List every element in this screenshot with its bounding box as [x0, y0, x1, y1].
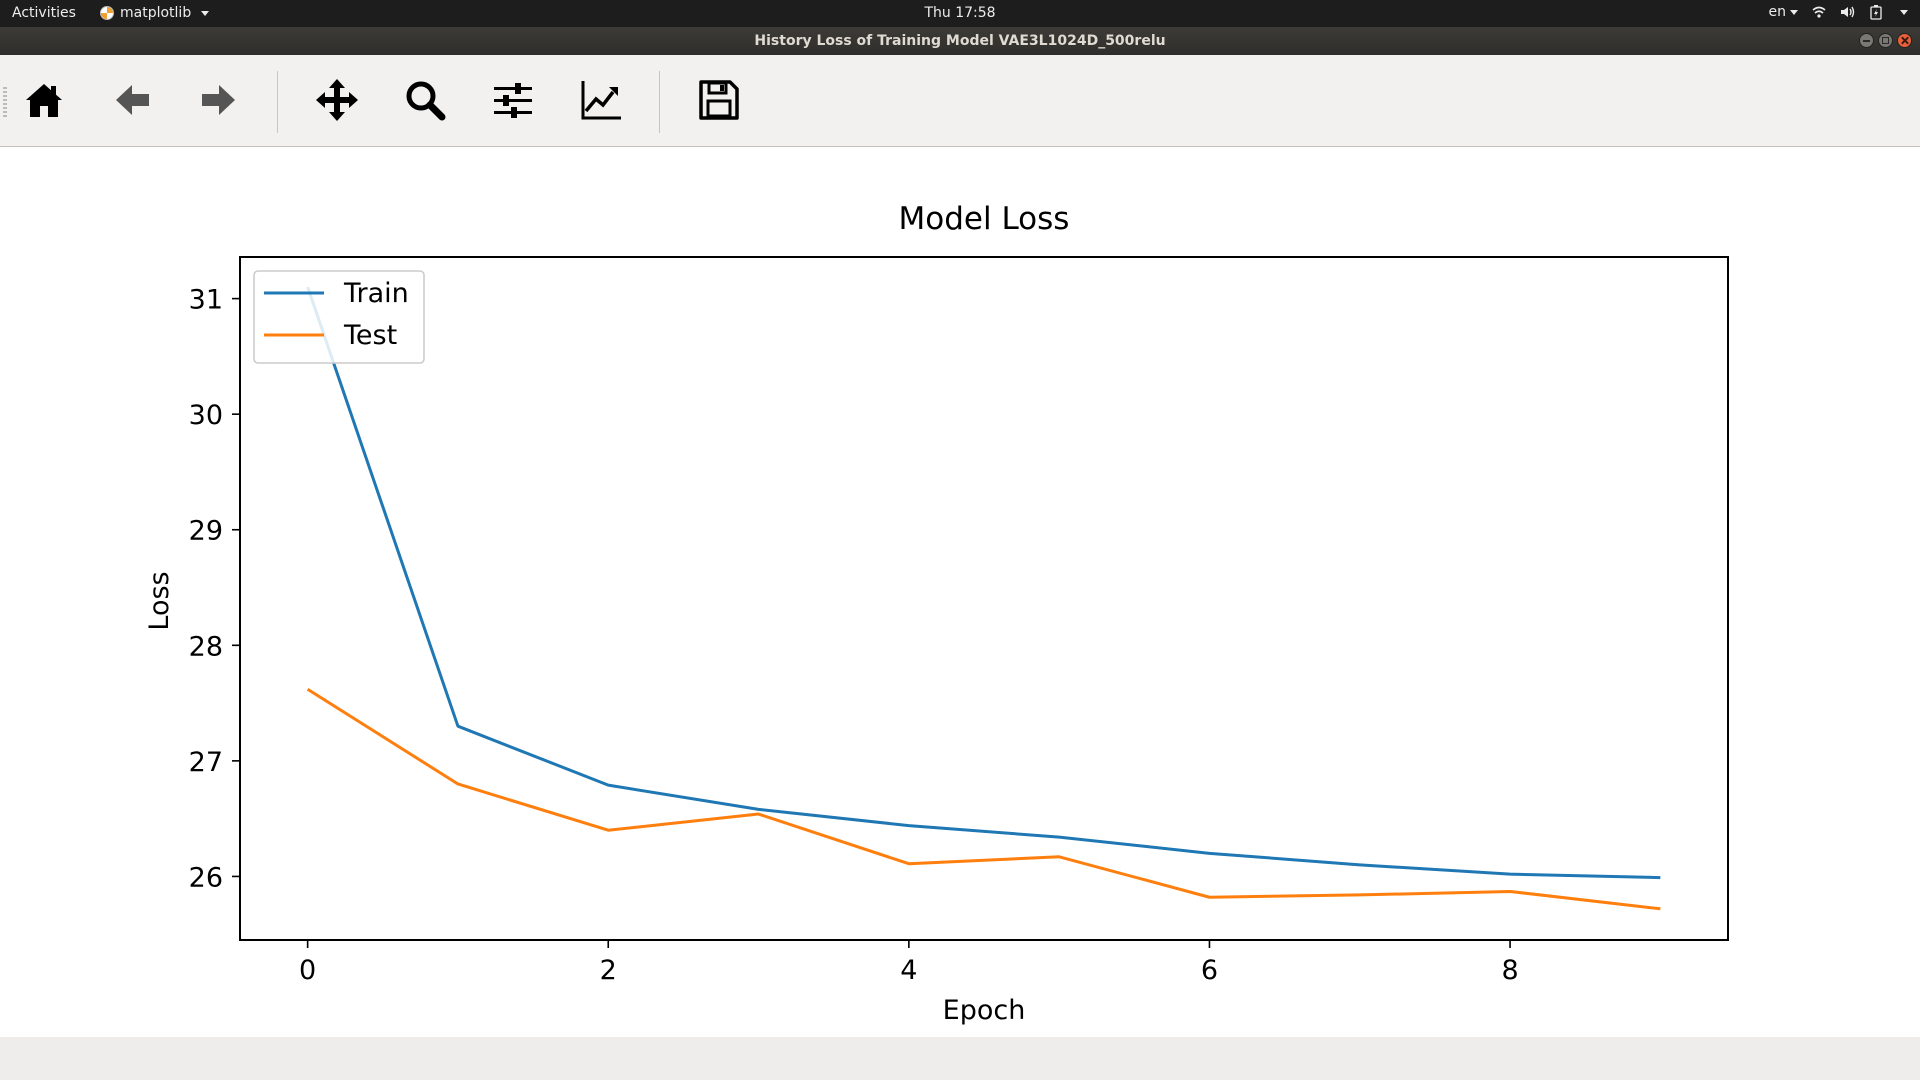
matplotlib-app-icon	[100, 6, 114, 20]
save-button[interactable]	[690, 71, 748, 129]
configure-subplots-button[interactable]	[484, 71, 542, 129]
x-axis-label: Epoch	[943, 995, 1026, 1026]
app-menu[interactable]: matplotlib	[100, 5, 210, 21]
clock[interactable]: Thu 17:58	[924, 5, 996, 21]
status-bar	[0, 1037, 1920, 1080]
arrow-right-icon	[202, 85, 235, 115]
toolbar-separator	[277, 71, 278, 133]
chevron-down-icon	[201, 10, 210, 16]
x-tick-label: 2	[600, 955, 617, 986]
y-tick-label: 28	[189, 631, 223, 662]
window-title: History Loss of Training Model VAE3L1024…	[754, 33, 1166, 49]
y-tick-label: 30	[189, 400, 223, 431]
magnifier-icon	[406, 81, 446, 121]
toolbar-separator	[659, 71, 660, 133]
forward-button[interactable]	[190, 71, 248, 129]
pan-button[interactable]	[308, 71, 366, 129]
chart-title: Model Loss	[899, 201, 1070, 237]
loss-line-chart: Model Loss Epoch Loss 0 2 4 6 8262728293031 …	[144, 201, 1729, 1026]
y-tick-label: 31	[189, 285, 223, 316]
plot-area-frame	[239, 256, 1729, 941]
legend: Train Test	[253, 270, 425, 364]
window-title-bar[interactable]: History Loss of Training Model VAE3L1024…	[0, 27, 1920, 55]
floppy-disk-icon	[699, 80, 739, 120]
x-tick-label: 8	[1501, 955, 1518, 986]
chevron-down-icon	[1790, 9, 1798, 15]
language-selector[interactable]: en	[1768, 4, 1798, 20]
y-tick-label: 27	[189, 747, 223, 778]
back-button[interactable]	[103, 71, 161, 129]
volume-icon[interactable]	[1840, 5, 1856, 19]
move-icon	[316, 79, 358, 121]
customize-button[interactable]	[572, 71, 630, 129]
series-line-test	[306, 687, 1661, 911]
x-tick-label: 6	[1201, 955, 1218, 986]
wifi-icon[interactable]	[1812, 5, 1826, 19]
y-tick-label: 26	[189, 862, 223, 893]
app-menu-label: matplotlib	[120, 5, 192, 21]
system-top-bar: Activities matplotlib Thu 17:58 en	[0, 0, 1920, 27]
legend-label-test: Test	[343, 320, 397, 351]
minimize-button[interactable]	[1859, 33, 1874, 48]
x-tick-label: 0	[299, 955, 316, 986]
activities-button[interactable]: Activities	[12, 5, 76, 21]
battery-icon[interactable]	[1870, 4, 1882, 20]
y-axis-label: Loss	[144, 571, 175, 630]
home-button[interactable]	[15, 71, 73, 129]
toolbar-grip-handle[interactable]	[3, 87, 7, 117]
home-icon	[26, 84, 62, 117]
arrow-left-icon	[116, 85, 149, 115]
navigation-toolbar	[0, 55, 1920, 147]
line-chart-icon	[581, 81, 621, 120]
x-tick-label: 4	[900, 955, 917, 986]
legend-label-train: Train	[343, 278, 409, 309]
close-button[interactable]	[1897, 33, 1912, 48]
language-label: en	[1768, 4, 1787, 20]
series-line-train	[306, 286, 1661, 880]
y-tick-label: 29	[189, 516, 223, 547]
maximize-button[interactable]	[1878, 33, 1893, 48]
sliders-icon	[494, 83, 532, 118]
system-menu-chevron-icon[interactable]	[1900, 9, 1908, 15]
zoom-button[interactable]	[396, 71, 454, 129]
figure-canvas[interactable]: Model Loss Epoch Loss 0 2 4 6 8 26 27 28 29 30 31 …	[0, 147, 1920, 1037]
